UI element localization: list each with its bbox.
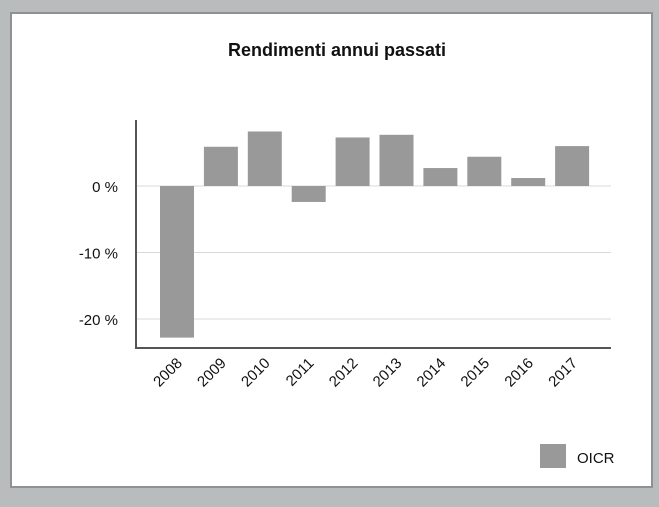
y-tick-label: 0 % xyxy=(92,179,118,196)
y-tick-label: -10 % xyxy=(79,246,118,263)
legend: OICR xyxy=(540,444,615,468)
bar-2008 xyxy=(160,186,194,338)
x-tick-label: 2011 xyxy=(283,355,318,390)
bar-2012 xyxy=(335,137,370,186)
x-tick-label: 2016 xyxy=(501,355,537,391)
x-tick-label: 2014 xyxy=(414,355,450,391)
x-tick-labels: 2008 2009 2010 2011 2012 2013 2014 2015 2016 2017 xyxy=(150,355,581,391)
x-tick-label: 2008 xyxy=(150,355,186,391)
x-tick-label: 2013 xyxy=(370,355,406,391)
legend-label: OICR xyxy=(577,450,615,467)
chart-title: Rendimenti annui passati xyxy=(228,40,446,60)
chart-panel xyxy=(10,12,653,488)
legend-swatch xyxy=(540,444,566,468)
bar-2017 xyxy=(555,146,590,186)
x-tick-label: 2009 xyxy=(194,355,230,391)
y-tick-label: -20 % xyxy=(79,312,118,329)
bars xyxy=(160,131,590,338)
bar-2014 xyxy=(423,168,458,186)
bar-2015 xyxy=(467,156,502,186)
bar-2013 xyxy=(379,134,414,186)
x-tick-label: 2010 xyxy=(238,355,274,391)
axes xyxy=(135,120,611,349)
y-tick-labels: 0 % -10 % -20 % xyxy=(79,179,118,329)
bar-2010 xyxy=(247,131,282,186)
bar-2011 xyxy=(291,186,326,202)
x-tick-label: 2012 xyxy=(326,355,362,391)
bar-2016 xyxy=(511,178,546,186)
grid-lines xyxy=(136,185,611,320)
x-tick-label: 2015 xyxy=(458,355,494,391)
bar-2009 xyxy=(203,146,238,186)
x-tick-label: 2017 xyxy=(545,355,581,391)
